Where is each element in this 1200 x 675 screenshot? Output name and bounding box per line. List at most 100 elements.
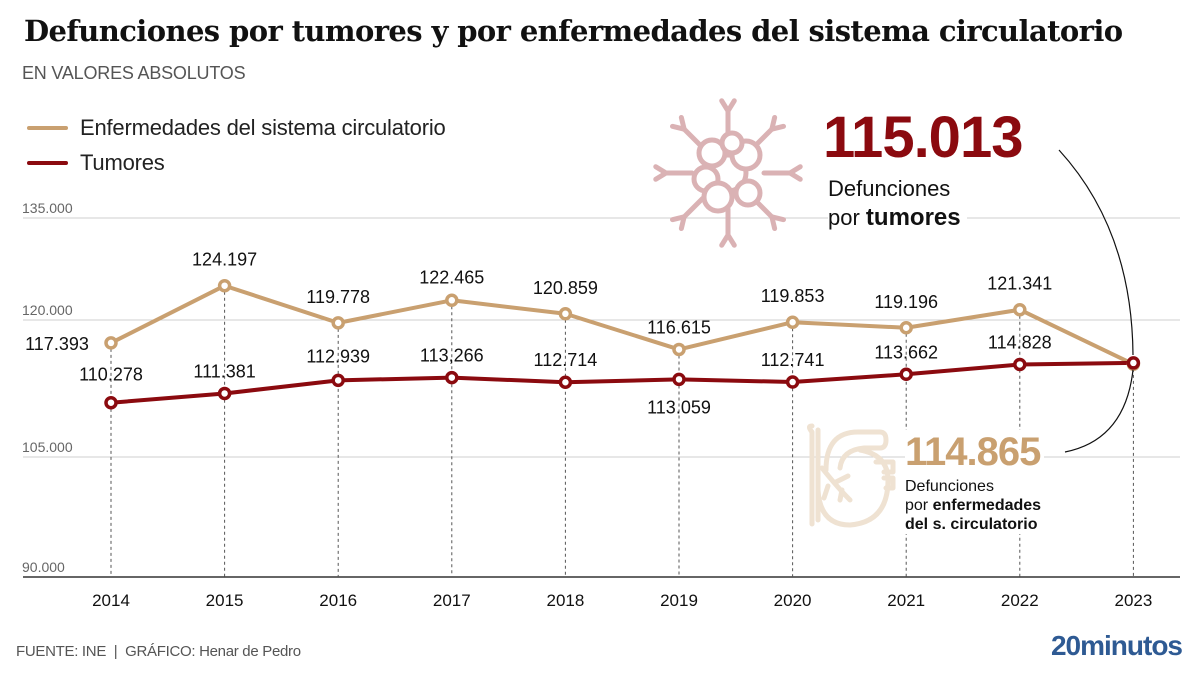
data-label-circulatorio: 119.778 bbox=[306, 287, 370, 307]
data-label-circulatorio: 116.615 bbox=[647, 317, 711, 337]
data-label-circulatorio: 119.853 bbox=[761, 286, 825, 306]
data-label-tumores: 112.939 bbox=[306, 346, 370, 366]
callout-prefix-tumores: por bbox=[828, 205, 866, 230]
callout-text-tumores: Defunciones por tumores bbox=[828, 174, 967, 232]
data-point-tumores bbox=[558, 375, 573, 389]
legend-swatch-circulatorio bbox=[27, 125, 68, 130]
series-lines bbox=[104, 278, 1141, 410]
data-labels: 117.393 124.197 119.778 122.465 120.859 116.6… bbox=[25, 250, 1052, 418]
callout-line1-tumores: Defunciones bbox=[828, 176, 951, 201]
data-label-circulatorio: 119.196 bbox=[874, 292, 938, 312]
x-tick-label: 2016 bbox=[319, 591, 357, 610]
data-label-circulatorio: 121.341 bbox=[987, 274, 1052, 294]
data-point-tumores bbox=[1013, 357, 1027, 372]
callout-line2-tumores: por tumores bbox=[828, 203, 961, 232]
data-point-circulatorio bbox=[331, 316, 345, 330]
data-point-circulatorio bbox=[899, 321, 913, 335]
data-label-circulatorio: 124.197 bbox=[192, 250, 257, 270]
data-point-tumores bbox=[899, 367, 913, 382]
y-axis-ticks: 135.000 120.000 105.000 90.000 bbox=[22, 200, 73, 575]
y-tick-label: 105.000 bbox=[22, 439, 73, 455]
legend-label-circulatorio: Enfermedades del sistema circulatorio bbox=[80, 114, 446, 140]
series-line-tumores bbox=[110, 360, 1134, 405]
x-tick-label: 2015 bbox=[206, 591, 244, 610]
x-tick-label: 2014 bbox=[92, 591, 130, 610]
legend-swatch-tumores bbox=[27, 160, 68, 165]
callout-line1-circulatorio: Defunciones bbox=[905, 478, 994, 495]
data-label-tumores: 112.714 bbox=[534, 350, 598, 370]
data-label-tumores: 112.741 bbox=[761, 350, 825, 370]
callout-prefix-circulatorio: por bbox=[905, 497, 933, 514]
data-label-circulatorio: 120.859 bbox=[533, 278, 598, 298]
data-point-tumores bbox=[104, 395, 118, 410]
x-tick-label: 2018 bbox=[546, 591, 584, 610]
x-tick-label: 2017 bbox=[433, 591, 471, 610]
callout-bold2-circulatorio: del s. circulatorio bbox=[905, 516, 1038, 533]
chart-title: Defunciones por tumores y por enfermedad… bbox=[24, 14, 1123, 48]
data-point-tumores bbox=[672, 372, 686, 387]
data-label-tumores: 111.381 bbox=[193, 361, 255, 381]
data-point-tumores bbox=[331, 373, 345, 388]
callout-line3-circulatorio: del s. circulatorio bbox=[905, 515, 1041, 534]
x-tick-label: 2020 bbox=[774, 591, 812, 610]
callout-bold-circulatorio: enfermedades bbox=[932, 497, 1042, 514]
data-point-circulatorio bbox=[104, 336, 118, 350]
tumor-icon-cell bbox=[719, 130, 745, 156]
data-label-circulatorio: 117.393 bbox=[25, 334, 89, 354]
tumor-icon-cell bbox=[733, 178, 763, 208]
tumor-icon-branch bbox=[787, 164, 803, 176]
callout-bold-tumores: tumores bbox=[865, 204, 961, 231]
tumor-cell-icon bbox=[653, 98, 803, 248]
tumor-icon-arm bbox=[681, 195, 706, 220]
data-label-tumores: 114.828 bbox=[988, 332, 1052, 352]
tumor-icon-branch bbox=[669, 123, 687, 132]
x-tick-label: 2019 bbox=[660, 591, 698, 610]
chart-subtitle: EN VALORES ABSOLUTOS bbox=[22, 63, 246, 83]
data-point-tumores bbox=[1126, 356, 1141, 370]
legend-item-tumores: Tumores bbox=[27, 145, 446, 180]
callout-text-circulatorio: Defunciones por enfermedades del s. circ… bbox=[905, 477, 1042, 534]
data-point-circulatorio bbox=[785, 315, 800, 329]
x-tick-label: 2022 bbox=[1001, 591, 1039, 610]
tumor-icon-branch bbox=[653, 170, 669, 182]
tumor-icon-cell bbox=[701, 180, 735, 214]
tumor-icon-branch bbox=[678, 214, 687, 232]
data-label-tumores: 113.662 bbox=[874, 342, 938, 362]
legend-item-circulatorio: Enfermedades del sistema circulatorio bbox=[27, 110, 446, 145]
gridlines bbox=[23, 217, 1180, 578]
data-point-circulatorio bbox=[672, 342, 686, 357]
y-tick-label: 120.000 bbox=[22, 302, 73, 318]
data-point-tumores bbox=[445, 370, 459, 385]
tumor-icon-branch bbox=[725, 232, 737, 248]
callout-connector-circulatorio bbox=[1064, 369, 1134, 453]
brand-logo: 20minutos bbox=[1050, 630, 1183, 661]
data-point-circulatorio bbox=[217, 278, 232, 293]
x-axis-ticks: 2014 2015 2016 2017 2018 2019 2020 2021 2022 2023 bbox=[92, 591, 1152, 610]
x-tick-label: 2023 bbox=[1114, 591, 1152, 610]
tumor-icon-branch bbox=[719, 98, 731, 114]
legend: Enfermedades del sistema circulatorio Tu… bbox=[27, 110, 446, 180]
data-label-circulatorio: 122.465 bbox=[419, 267, 484, 287]
series-line-circulatorio bbox=[110, 283, 1135, 366]
tumor-icon-branch bbox=[769, 214, 787, 223]
data-point-circulatorio bbox=[1013, 302, 1027, 317]
heart-icon bbox=[807, 423, 896, 528]
y-tick-label: 135.000 bbox=[22, 200, 73, 216]
data-label-tumores: 113,266 bbox=[420, 346, 484, 366]
x-tick-label: 2021 bbox=[887, 591, 925, 610]
data-label-tumores: 110.278 bbox=[79, 365, 143, 385]
data-point-circulatorio bbox=[445, 293, 459, 308]
legend-label-tumores: Tumores bbox=[80, 149, 165, 175]
data-point-tumores bbox=[217, 386, 232, 401]
data-label-tumores: 113.059 bbox=[647, 397, 711, 417]
y-tick-label: 90.000 bbox=[22, 559, 65, 575]
annotation-icons bbox=[653, 98, 896, 528]
source-credit: FUENTE: INE | GRÁFICO: Henar de Pedro bbox=[16, 643, 301, 660]
callout-line2-circulatorio: por enfermedades bbox=[905, 496, 1041, 515]
data-point-circulatorio bbox=[558, 307, 573, 321]
callout-value-circulatorio: 114.865 bbox=[905, 430, 1045, 475]
callout-value-tumores: 115.013 bbox=[823, 105, 1023, 170]
data-point-tumores bbox=[785, 375, 800, 389]
callout-connector-tumores bbox=[1058, 149, 1134, 356]
